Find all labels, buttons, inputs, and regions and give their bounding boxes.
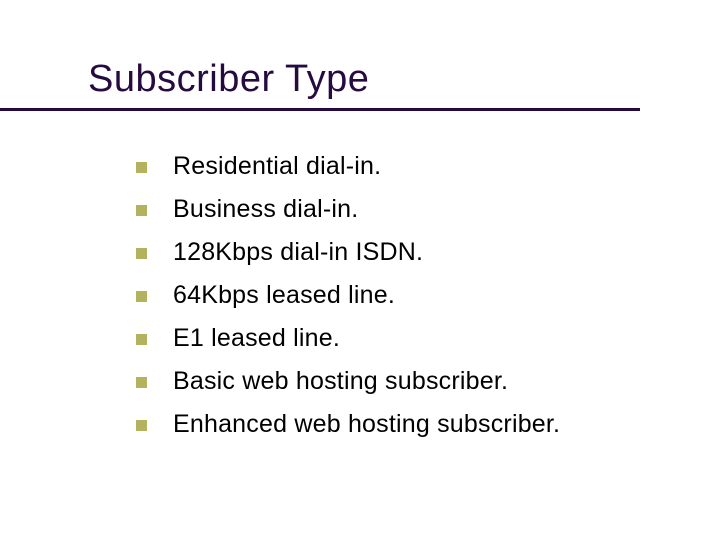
list-item: Basic web hosting subscriber. (136, 364, 720, 399)
title-container: Subscriber Type (88, 58, 720, 101)
bullet-text: E1 leased line. (173, 321, 340, 356)
list-item: E1 leased line. (136, 321, 720, 356)
bullet-text: Residential dial-in. (173, 149, 381, 184)
list-item: Enhanced web hosting subscriber. (136, 407, 720, 442)
list-item: 128Kbps dial-in ISDN. (136, 235, 720, 270)
slide-container: Subscriber Type Residential dial-in. Bus… (0, 0, 720, 540)
bullet-text: Basic web hosting subscriber. (173, 364, 508, 399)
bullet-text: Business dial-in. (173, 192, 358, 227)
square-bullet-icon (136, 334, 147, 345)
bullet-list: Residential dial-in. Business dial-in. 1… (88, 149, 720, 442)
square-bullet-icon (136, 248, 147, 259)
list-item: Business dial-in. (136, 192, 720, 227)
square-bullet-icon (136, 420, 147, 431)
bullet-text: 64Kbps leased line. (173, 278, 395, 313)
list-item: 64Kbps leased line. (136, 278, 720, 313)
slide-title: Subscriber Type (88, 58, 720, 101)
square-bullet-icon (136, 377, 147, 388)
square-bullet-icon (136, 205, 147, 216)
list-item: Residential dial-in. (136, 149, 720, 184)
title-underline (0, 108, 640, 111)
square-bullet-icon (136, 291, 147, 302)
bullet-text: 128Kbps dial-in ISDN. (173, 235, 423, 270)
bullet-text: Enhanced web hosting subscriber. (173, 407, 560, 442)
square-bullet-icon (136, 162, 147, 173)
